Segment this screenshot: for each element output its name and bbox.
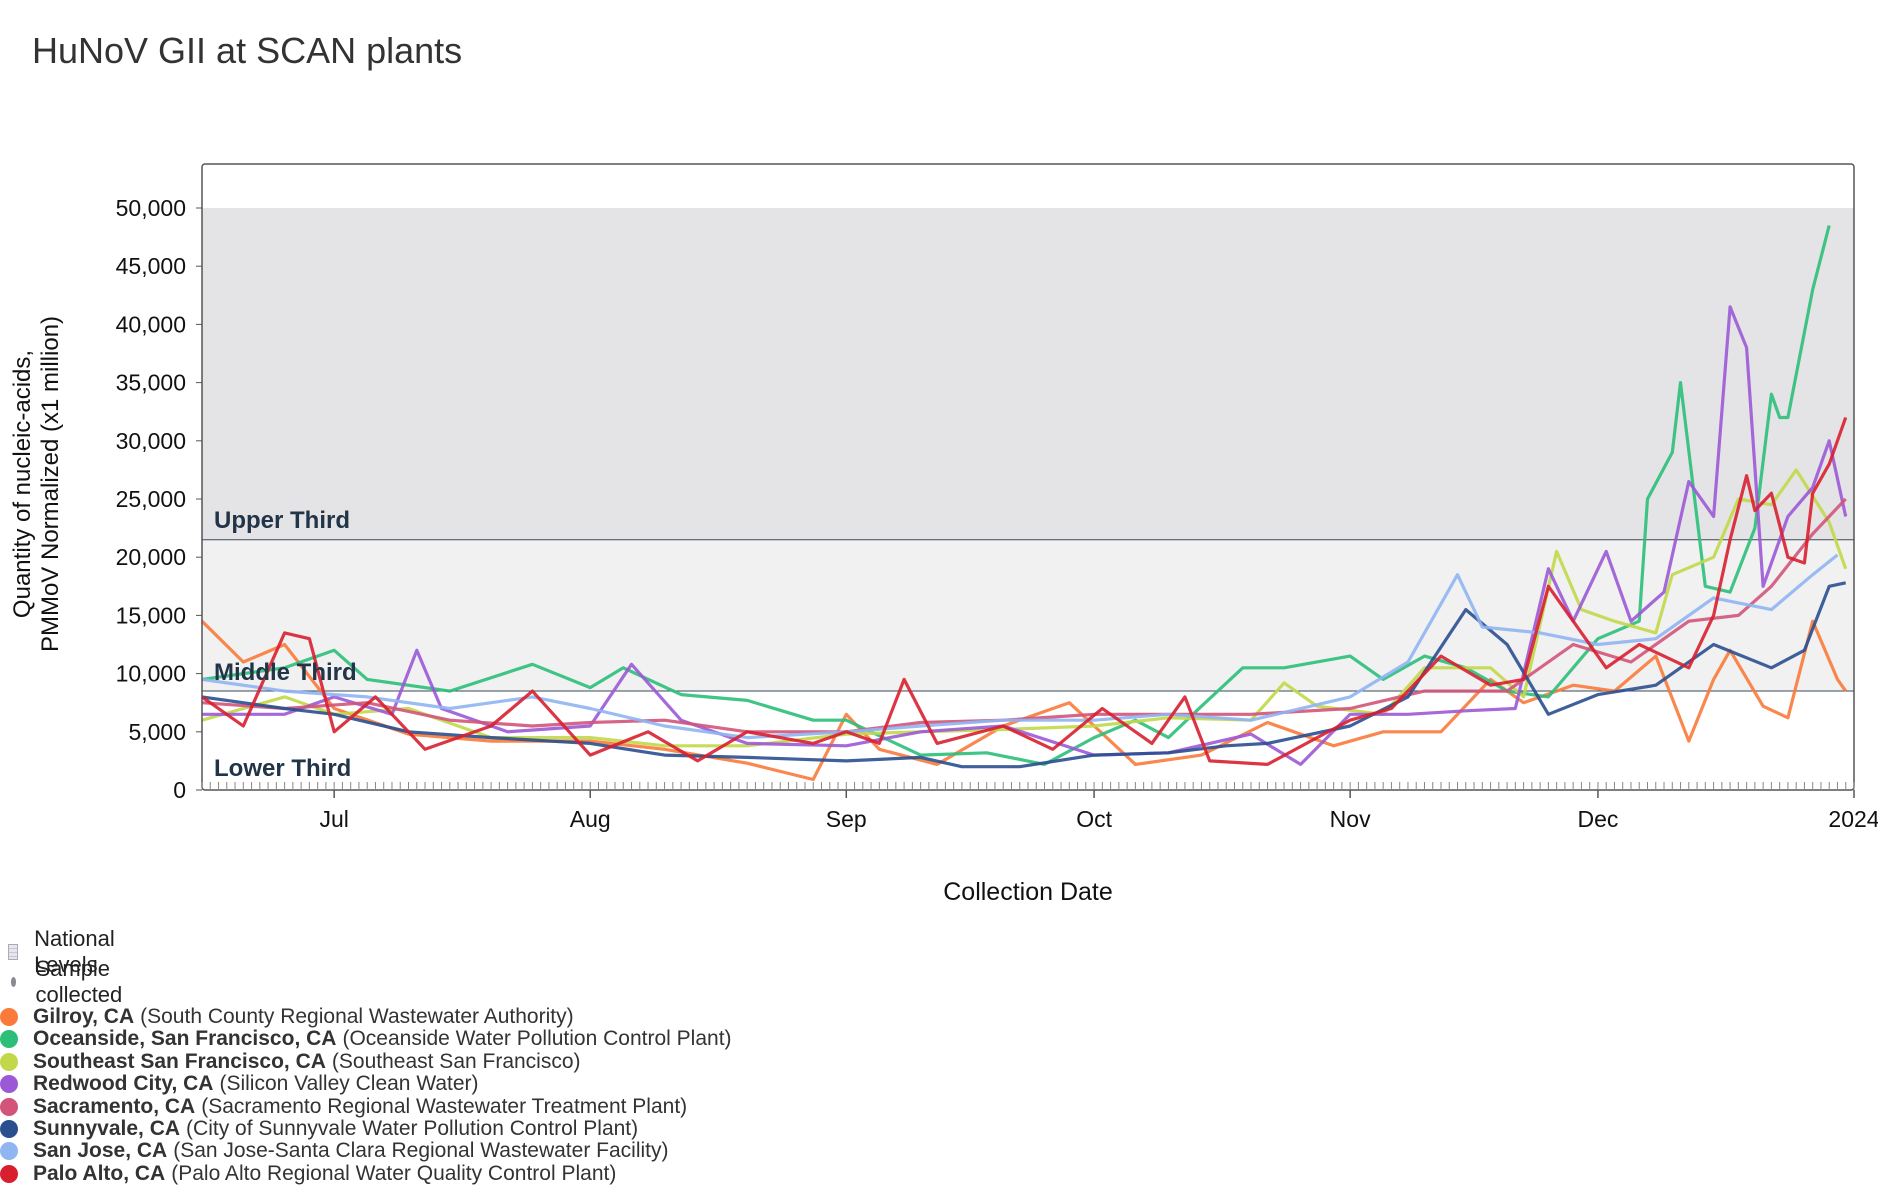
legend-series-name: San Jose, CA [33, 1139, 168, 1163]
y-tick-label-2: 10,000 [116, 661, 186, 687]
y-tick-label-3: 15,000 [116, 602, 186, 628]
legend-series-plant: (Sacramento Regional Wastewater Treatmen… [201, 1094, 688, 1118]
legend-series-plant: (Silicon Valley Clean Water) [219, 1072, 479, 1096]
legend-series-name: Sacramento, CA [33, 1094, 196, 1118]
series-line-6 [201, 553, 1839, 740]
y-tick-label-5: 25,000 [116, 486, 186, 512]
legend-series-2[interactable]: Southeast San Francisco, CA (Southeast Sa… [0, 1049, 581, 1073]
y-axis-title-line1: Quantity of nucleic-acids, [9, 350, 36, 618]
legend-national-levels-label: National Levels [34, 926, 115, 977]
legend-swatch-icon [0, 1097, 18, 1116]
legend-swatch-icon [0, 1075, 18, 1094]
legend-swatch-icon [0, 1164, 18, 1183]
legend-swatch-icon [0, 1120, 18, 1138]
legend-series-5[interactable]: Sunnyvale, CA (City of Sunnyvale Water Po… [0, 1118, 638, 1140]
series-line-3 [202, 305, 1848, 767]
chart-title: HuNoV GII at SCAN plants [32, 30, 463, 71]
legend-series-7[interactable]: Palo Alto, CA (Palo Alto Regional Water Q… [0, 1161, 617, 1185]
legend-series-6[interactable]: San Jose, CA (San Jose-Santa Clara Region… [0, 1140, 668, 1162]
band-label-2: Lower Third [214, 755, 351, 782]
legend-series-0[interactable]: Gilroy, CA (South County Regional Wastewa… [0, 1006, 574, 1028]
legend-series-1[interactable]: Oceanside, San Francisco, CA (Oceanside W… [0, 1028, 732, 1050]
national-levels-icon [8, 944, 19, 960]
legend-series-plant: (Palo Alto Regional Water Quality Contro… [171, 1161, 617, 1185]
sample-collected-icon [11, 977, 17, 987]
legend-series-plant: (Southeast San Francisco) [331, 1049, 581, 1073]
legend-series-name: Sunnyvale, CA [33, 1117, 181, 1140]
legend-series-name: Palo Alto, CA [33, 1161, 166, 1185]
legend-sample-collected[interactable]: Sample collected [8, 956, 127, 1008]
legend-national-levels[interactable]: National Levels [8, 926, 121, 978]
x-tick-label-5: Dec [1577, 806, 1618, 832]
band-1 [202, 539, 1854, 692]
legend-swatch-icon [0, 1008, 18, 1026]
y-tick-label-10: 50,000 [116, 195, 186, 221]
x-tick-label-2: Sep [826, 806, 867, 832]
y-tick-label-7: 35,000 [116, 370, 186, 396]
y-tick-label-1: 5,000 [128, 719, 186, 745]
series-line-7 [201, 416, 1848, 767]
legend-swatch-icon [0, 1052, 18, 1071]
legend-series-plant: (City of Sunnyvale Water Pollution Contr… [186, 1117, 639, 1140]
y-tick-label-4: 20,000 [116, 544, 186, 570]
band-label-1: Middle Third [214, 659, 357, 686]
legend-series-name: Southeast San Francisco, CA [33, 1049, 326, 1073]
x-tick-label-4: Nov [1330, 806, 1371, 832]
legend-series-plant: (Oceanside Water Pollution Control Plant… [342, 1027, 732, 1051]
legend-series-3[interactable]: Redwood City, CA (Silicon Valley Clean Wa… [0, 1073, 479, 1095]
legend-sample-collected-label: Sample collected [35, 956, 123, 1007]
series-line-4 [201, 497, 1847, 734]
x-tick-label-1: Aug [570, 806, 611, 832]
y-tick-label-9: 45,000 [116, 253, 186, 279]
legend-series-name: Gilroy, CA [33, 1005, 135, 1028]
x-axis-title: Collection Date [943, 878, 1113, 906]
y-axis-title-line2: PMMoV Normalized (x1 million) [37, 316, 64, 652]
band-label-0: Upper Third [214, 507, 350, 534]
y-tick-label-8: 40,000 [116, 311, 186, 337]
y-tick-label-0: 0 [173, 777, 186, 803]
legend-swatch-icon [0, 1030, 18, 1049]
x-tick-label-3: Oct [1076, 806, 1112, 832]
x-tick-label-6: 2024 [1828, 806, 1878, 832]
legend-series-name: Redwood City, CA [33, 1072, 214, 1096]
legend-series-plant: (South County Regional Wastewater Author… [140, 1005, 574, 1028]
x-tick-label-0: Jul [319, 806, 348, 832]
y-tick-label-6: 30,000 [116, 428, 186, 454]
legend-series-plant: (San Jose-Santa Clara Regional Wastewate… [173, 1139, 669, 1163]
legend-series-name: Oceanside, San Francisco, CA [33, 1027, 337, 1051]
legend-swatch-icon [0, 1142, 18, 1161]
legend-series-4[interactable]: Sacramento, CA (Sacramento Regional Waste… [0, 1094, 688, 1118]
band-0 [202, 208, 1854, 540]
